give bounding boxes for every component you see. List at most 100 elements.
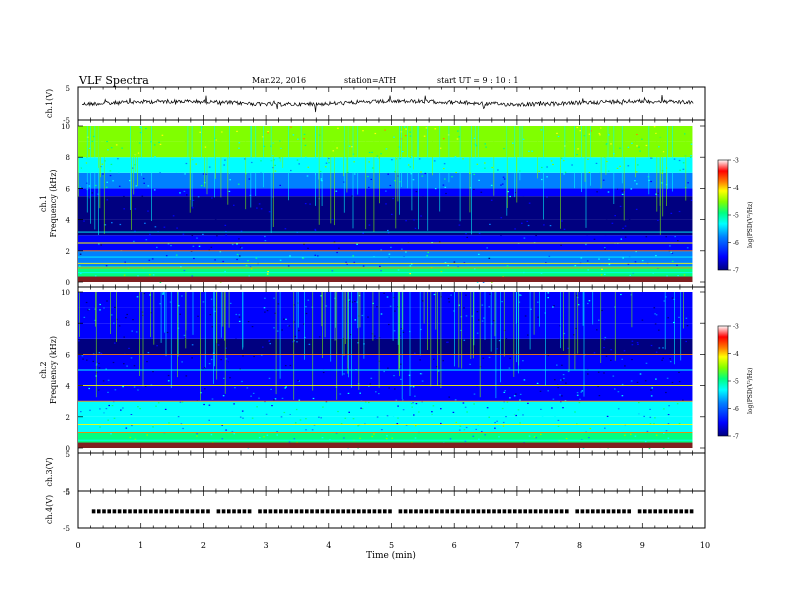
spectrogram-speckle (120, 409, 122, 411)
spectrogram-speckle (389, 184, 392, 187)
spectrogram-speckle (331, 270, 334, 272)
spectrogram-speckle (486, 407, 489, 409)
spectrogram-speckle (325, 162, 328, 164)
spectrogram-speckle (130, 413, 133, 415)
spectrogram-speckle (180, 423, 183, 425)
spectrogram-speckle (493, 320, 495, 322)
spectrogram-speckle (653, 126, 656, 128)
spectrogram-speckle (220, 382, 222, 384)
spectrogram-speckle (278, 157, 281, 159)
spectrogram-speckle (233, 302, 236, 304)
spectrogram-speckle (445, 192, 447, 195)
spectrogram-speckle (101, 163, 104, 165)
ch4-pulse (445, 509, 449, 514)
spectrogram-speckle (182, 427, 184, 430)
spectrogram-speckle (169, 301, 172, 303)
spectrogram-speckle (305, 306, 307, 308)
spectrogram-speckle (368, 401, 370, 404)
spectrogram-speckle (364, 296, 366, 298)
spectrogram-speckle (279, 259, 282, 261)
spectrogram-speckle (409, 156, 412, 158)
spectrogram-speckle (496, 221, 499, 223)
spectrogram-speckle (147, 126, 149, 128)
spectrogram-speckle (268, 377, 271, 379)
spectrogram-speckle (581, 390, 584, 392)
spectrogram-speckle (456, 138, 459, 140)
ch4-pulse (471, 509, 475, 514)
spectrogram-speckle (556, 132, 558, 134)
spectrogram-speckle (545, 262, 547, 264)
spectrogram-speckle (405, 220, 407, 222)
ch4-pulse (565, 509, 569, 514)
spectrogram-speckle (295, 408, 298, 411)
spectrogram-speckle (138, 142, 141, 144)
spectrogram-speckle (211, 398, 214, 400)
spectrogram-speckle (527, 224, 530, 227)
spectrogram-speckle (675, 436, 677, 438)
spectrogram-speckle (371, 151, 373, 153)
spectrogram-speckle (320, 410, 322, 412)
spectrogram-speckle (95, 173, 97, 176)
spectrogram-speckle (645, 362, 648, 364)
spectrogram-speckle (294, 422, 297, 424)
colorbar-tick-label: -4 (733, 185, 739, 192)
spectrogram-speckle (628, 219, 631, 221)
ch4-pulse (518, 509, 522, 514)
spectrogram-speckle (154, 226, 157, 228)
spectrogram-speckle (273, 321, 276, 323)
spectrogram-speckle (125, 229, 127, 231)
spectrogram-speckle (393, 136, 395, 138)
spectrogram-speckle (561, 379, 564, 381)
spectrogram-speckle (96, 194, 98, 196)
spectrogram-speckle (332, 150, 335, 152)
spectrogram-speckle (161, 231, 164, 233)
spectrogram-speckle (649, 408, 651, 410)
spectrogram-speckle (513, 395, 516, 397)
spectrogram-speckle (320, 271, 322, 273)
spectrogram-speckle (358, 440, 361, 442)
ch4-pulse (669, 509, 673, 514)
y-tick-label: 5 (66, 85, 70, 93)
spectrogram-speckle (540, 433, 542, 435)
spectrogram-speckle (466, 411, 468, 413)
spectrogram-speckle (346, 240, 348, 242)
spectrogram-speckle (648, 447, 651, 450)
ch4-pulse (414, 509, 418, 514)
spectrogram-speckle (385, 438, 388, 440)
spectrogram-speckle (484, 162, 486, 164)
spectrogram-speckle (460, 329, 462, 331)
spectrogram-speckle (392, 416, 395, 418)
spectrogram-speckle (277, 212, 279, 214)
spectrogram-speckle (131, 330, 133, 332)
spectrogram-speckle (610, 359, 612, 361)
spectrogram-speckle (481, 207, 484, 209)
spectrogram-speckle (602, 197, 604, 199)
spectrogram-speckle (322, 185, 324, 187)
spectrogram-speckle (181, 244, 184, 246)
spectrogram-speckle (113, 417, 116, 419)
spectrogram-speckle (241, 410, 244, 412)
spectrogram-speckle (313, 212, 315, 214)
spectrogram-speckle (557, 387, 559, 389)
spectrogram-speckle (89, 352, 92, 354)
spectrogram-speckle (240, 230, 243, 232)
spectrogram-speckle (620, 238, 623, 240)
spectrogram-speckle (274, 312, 277, 314)
spectrogram-speckle (614, 272, 617, 275)
spectrogram-speckle (331, 209, 333, 211)
spectrogram-speckle (432, 405, 435, 407)
spectrogram-speckle (476, 163, 479, 165)
spectrogram-speckle (548, 255, 551, 258)
spectrogram-speckle (324, 166, 327, 168)
spectrogram-speckle (227, 361, 229, 363)
spectrogram-speckle (188, 197, 191, 199)
spectrogram-speckle (346, 263, 348, 265)
spectrogram-speckle (370, 390, 372, 392)
spectrogram-speckle (422, 376, 424, 378)
spectrogram-speckle (122, 386, 124, 388)
spectrogram-speckle (123, 326, 125, 328)
spectrogram-speckle (655, 222, 657, 225)
ch4-pulse (289, 509, 293, 514)
spectrogram-speckle (153, 189, 156, 191)
spectrogram-speckle (106, 199, 109, 201)
